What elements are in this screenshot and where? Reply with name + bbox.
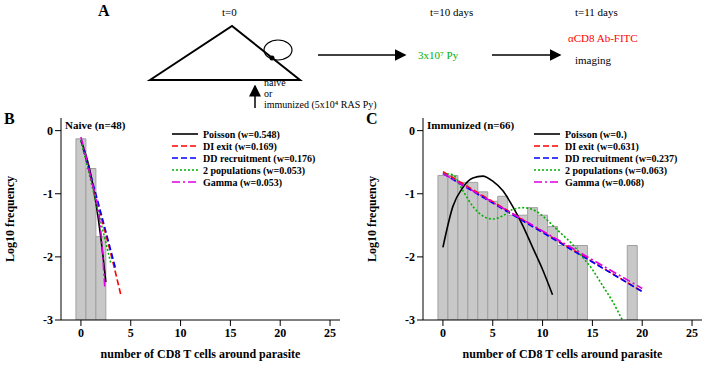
html-text:Gamma (w=0.053): Gamma (w=0.053) [203,176,282,188]
svg-text:25: 25 [324,326,336,340]
svg-text:5: 5 [128,326,134,340]
svg-text:15: 15 [224,326,236,340]
svg-text:t=11 days: t=11 days [575,6,618,18]
svg-text:-2: -2 [405,250,415,264]
svg-text:10: 10 [537,326,549,340]
svg-text:0: 0 [78,326,84,340]
svg-text:Log10 frequency: Log10 frequency [365,176,379,262]
html-text:C: C [366,110,378,127]
html-text:DD recruitment (w=0.176): DD recruitment (w=0.176) [203,152,316,164]
html-text:B: B [4,110,15,127]
html-text:2 populations (w=0.063): 2 populations (w=0.063) [565,164,668,176]
svg-text:αCD8 Ab-FITC: αCD8 Ab-FITC [568,32,638,44]
svg-text:-3: -3 [43,313,53,327]
html-text:Gamma (w=0.068): Gamma (w=0.068) [565,176,644,188]
svg-text:20: 20 [274,326,286,340]
html-text:DI exit (w=0.169): DI exit (w=0.169) [203,140,277,152]
html-text:Poisson (w=0.548): Poisson (w=0.548) [203,128,280,140]
html-text:Naive (n=48): Naive (n=48) [65,119,126,131]
svg-text:25: 25 [686,326,698,340]
svg-text:Log10 frequency: Log10 frequency [3,176,17,262]
svg-text:-3: -3 [405,313,415,327]
svg-text:t=10 days: t=10 days [430,6,473,18]
svg-text:-1: -1 [405,187,415,201]
svg-text:5: 5 [490,326,496,340]
svg-text:t=0: t=0 [222,6,237,18]
svg-text:A: A [98,2,110,19]
svg-text:10: 10 [175,326,187,340]
svg-text:3x10⁷ Py: 3x10⁷ Py [418,49,459,61]
svg-text:-1: -1 [43,187,53,201]
svg-text:-2: -2 [43,250,53,264]
svg-text:0: 0 [47,124,53,138]
svg-text:0: 0 [440,326,446,340]
svg-text:or: or [264,88,273,99]
svg-text:imaging: imaging [575,54,612,66]
svg-text:number of CD8 T cells around p: number of CD8 T cells around parasite [463,347,663,361]
html-text:Poisson (w=0.): Poisson (w=0.) [565,128,627,140]
html-text:2 populations (w=0.053): 2 populations (w=0.053) [203,164,306,176]
html-text:DI exit (w=0.631): DI exit (w=0.631) [565,140,639,152]
svg-text:number of CD8 T cells around p: number of CD8 T cells around parasite [101,347,301,361]
html-text:Immunized (n=66): Immunized (n=66) [427,119,515,131]
html-text:DD recruitment (w=0.237): DD recruitment (w=0.237) [565,152,678,164]
svg-text:naive: naive [264,77,286,88]
svg-text:15: 15 [586,326,598,340]
svg-text:0: 0 [409,124,415,138]
svg-text:20: 20 [636,326,648,340]
svg-text:immunized (5x10⁴ RAS Py): immunized (5x10⁴ RAS Py) [264,99,377,110]
